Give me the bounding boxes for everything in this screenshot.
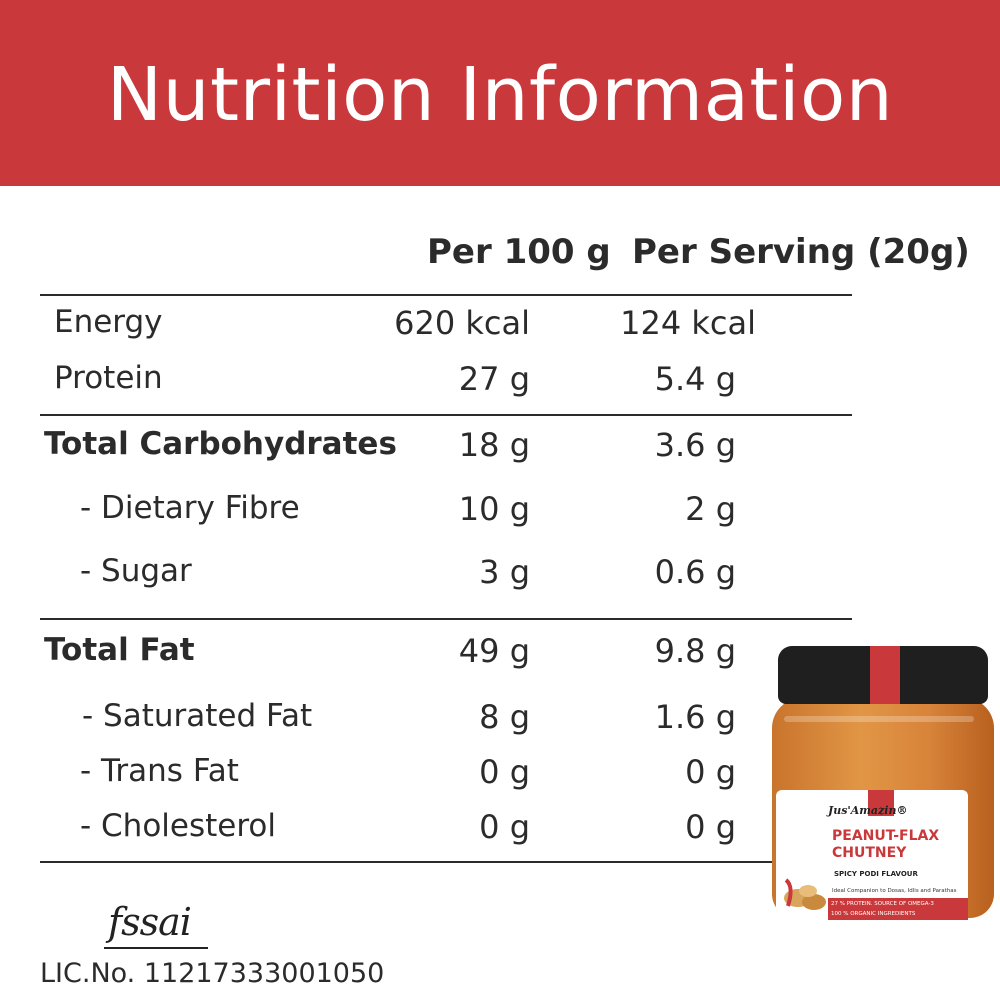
table-row: - Saturated Fat 8 g 1.6 g [0, 698, 1000, 748]
per-100g-value: 49 g [458, 632, 530, 670]
per-serving-value: 3.6 g [654, 426, 736, 464]
product-flavour: SPICY PODI FLAVOUR [834, 870, 918, 878]
table-divider [40, 861, 852, 863]
nutrient-label: - Saturated Fat [82, 698, 313, 734]
table-row: - Sugar 3 g 0.6 g [0, 553, 1000, 603]
fssai-underline [104, 947, 208, 949]
table-divider [40, 618, 852, 620]
per-serving-value: 2 g [685, 490, 736, 528]
jar-glass: Jus'Amazin® PEANUT-FLAX CHUTNEY SPICY PO… [772, 698, 994, 942]
per-100g-value: 27 g [458, 360, 530, 398]
jar-label: Jus'Amazin® PEANUT-FLAX CHUTNEY SPICY PO… [776, 790, 968, 942]
fssai-logo: fssai [108, 900, 192, 944]
nutrient-label: - Trans Fat [80, 753, 239, 789]
table-row: - Trans Fat 0 g 0 g [0, 753, 1000, 803]
product-name: PEANUT-FLAX CHUTNEY [832, 828, 940, 861]
page-title: Nutrition Information [106, 52, 894, 138]
table-row: - Dietary Fibre 10 g 2 g [0, 490, 1000, 540]
per-100g-value: 8 g [479, 698, 530, 736]
per-serving-value: 0.6 g [654, 553, 736, 591]
product-claims: 27 % PROTEIN. SOURCE OF OMEGA-3 100 % OR… [828, 898, 968, 920]
per-serving-value: 1.6 g [654, 698, 736, 736]
per-100g-value: 0 g [479, 808, 530, 846]
nutrient-label: Total Carbohydrates [44, 426, 397, 462]
per-100g-value: 18 g [458, 426, 530, 464]
per-100g-value: 10 g [458, 490, 530, 528]
per-100g-value: 3 g [479, 553, 530, 591]
table-divider [40, 414, 852, 416]
per-serving-value: 0 g [685, 753, 736, 791]
peanut-illustration-icon [784, 878, 826, 910]
nutrient-label: - Dietary Fibre [80, 490, 300, 526]
product-jar-image: Jus'Amazin® PEANUT-FLAX CHUTNEY SPICY PO… [772, 640, 994, 942]
nutrient-label: Total Fat [44, 632, 195, 668]
per-serving-value: 0 g [685, 808, 736, 846]
table-row: Total Fat 49 g 9.8 g [0, 632, 1000, 682]
product-brand: Jus'Amazin® [828, 804, 908, 817]
nutrient-label: Protein [54, 360, 163, 396]
table-row: Protein 27 g 5.4 g [0, 360, 1000, 410]
title-banner: Nutrition Information [0, 0, 1000, 186]
nutrient-label: - Sugar [80, 553, 192, 589]
table-row: Total Carbohydrates 18 g 3.6 g [0, 426, 1000, 476]
per-100g-value: 0 g [479, 753, 530, 791]
per-serving-value: 5.4 g [654, 360, 736, 398]
product-tagline: Ideal Companion to Dosas, Idlis and Para… [832, 888, 957, 894]
table-row: - Cholesterol 0 g 0 g [0, 808, 1000, 858]
column-header-per-serving: Per Serving (20g) [632, 232, 970, 272]
nutrient-label: Energy [54, 304, 163, 340]
per-serving-value: 124 kcal [620, 304, 756, 342]
per-serving-value: 9.8 g [654, 632, 736, 670]
jar-lid [778, 646, 988, 704]
column-header-per-100g: Per 100 g [427, 232, 611, 272]
table-row: Energy 620 kcal 124 kcal [0, 304, 1000, 354]
nutrient-label: - Cholesterol [80, 808, 277, 844]
table-divider [40, 294, 852, 296]
per-100g-value: 620 kcal [394, 304, 530, 342]
license-number: LIC.No. 11217333001050 [40, 958, 385, 989]
